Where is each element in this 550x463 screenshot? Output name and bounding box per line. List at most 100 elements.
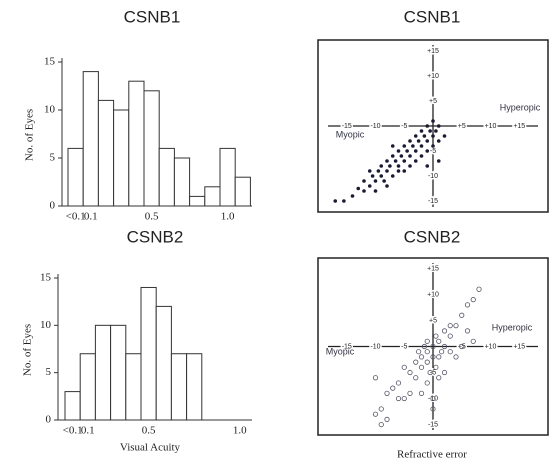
- y-tick-label: +15: [427, 48, 439, 55]
- point: [395, 380, 402, 386]
- bar: [189, 195, 206, 207]
- y-tick-label: 5: [50, 152, 56, 164]
- point: [470, 297, 476, 303]
- chart-title: CSNB1: [404, 7, 461, 26]
- point: [385, 169, 389, 173]
- point: [379, 164, 384, 168]
- point: [384, 390, 390, 396]
- point: [396, 164, 401, 168]
- point: [433, 364, 439, 370]
- y-tick-label: +5: [429, 317, 437, 324]
- x-tick-label: 0.1: [81, 425, 95, 437]
- point: [425, 149, 430, 153]
- point: [428, 129, 432, 133]
- point: [402, 159, 407, 163]
- point: [385, 159, 389, 163]
- point: [399, 154, 404, 158]
- point: [388, 164, 392, 168]
- point: [447, 349, 453, 355]
- point: [378, 406, 384, 412]
- x-tick-label: -10: [370, 343, 380, 350]
- bar: [128, 80, 145, 207]
- point: [356, 186, 361, 191]
- y-tick-label: -5: [430, 369, 436, 376]
- bar: [204, 186, 221, 207]
- point: [393, 159, 398, 163]
- point: [372, 411, 379, 417]
- point: [436, 124, 441, 128]
- y-tick-label: 10: [44, 104, 56, 116]
- point: [464, 302, 471, 308]
- point: [379, 174, 384, 178]
- point: [431, 144, 435, 148]
- point: [441, 343, 448, 350]
- y-tick-label: 10: [40, 319, 52, 331]
- point: [401, 364, 407, 370]
- annotation: Hyperopic: [500, 102, 541, 112]
- y-tick-label: -10: [428, 173, 438, 180]
- y-tick-label: +15: [427, 265, 439, 272]
- point: [419, 129, 424, 133]
- bar: [125, 353, 142, 421]
- point: [430, 406, 436, 412]
- point: [370, 174, 375, 178]
- x-tick-label: <0.1: [66, 211, 86, 223]
- y-tick-label: -10: [428, 395, 438, 402]
- point: [378, 421, 384, 428]
- plot-frame: [317, 39, 549, 213]
- x-tick-label: 1.0: [233, 425, 247, 437]
- y-tick-label: 0: [46, 414, 52, 426]
- point: [436, 375, 442, 381]
- point: [431, 134, 435, 138]
- point: [413, 359, 419, 365]
- x-tick-label: +15: [513, 123, 525, 130]
- point: [390, 144, 395, 148]
- point: [402, 144, 407, 148]
- point: [413, 375, 419, 381]
- y-axis-label: No. of Eyes: [22, 324, 34, 376]
- point: [436, 159, 441, 163]
- point: [384, 416, 390, 422]
- point: [418, 390, 425, 396]
- point: [362, 189, 366, 193]
- x-tick-label: 0.1: [84, 211, 98, 223]
- annotation: Myopic: [336, 129, 365, 139]
- bar: [234, 176, 251, 207]
- point: [430, 395, 436, 402]
- point: [476, 286, 482, 292]
- bar: [158, 147, 175, 207]
- point: [447, 333, 453, 339]
- point: [408, 164, 412, 168]
- point: [390, 174, 395, 178]
- x-tick-label: 1.0: [221, 211, 235, 223]
- point: [442, 134, 447, 138]
- point: [439, 349, 445, 355]
- point: [418, 364, 425, 370]
- point: [407, 369, 413, 376]
- point: [401, 395, 407, 402]
- point: [470, 338, 476, 344]
- y-tick-label: -15: [428, 198, 438, 205]
- bar: [97, 99, 115, 207]
- point: [434, 129, 438, 133]
- x-tick-label: +10: [485, 123, 497, 130]
- point: [424, 359, 430, 365]
- x-axis-label: Visual Acuity: [120, 442, 181, 454]
- point: [362, 179, 366, 183]
- point: [367, 184, 372, 188]
- point: [372, 375, 379, 381]
- point: [436, 354, 442, 360]
- x-tick-label: -5: [401, 343, 407, 350]
- point: [419, 144, 424, 148]
- point: [464, 328, 471, 334]
- x-tick-label: -15: [342, 343, 352, 350]
- point: [433, 333, 439, 339]
- point: [390, 154, 395, 158]
- bar: [94, 324, 112, 421]
- bar: [140, 286, 157, 421]
- y-tick-label: -5: [430, 148, 436, 155]
- point: [459, 312, 465, 318]
- x-tick-label: 0.5: [142, 425, 156, 437]
- point: [430, 354, 436, 360]
- point: [453, 323, 459, 329]
